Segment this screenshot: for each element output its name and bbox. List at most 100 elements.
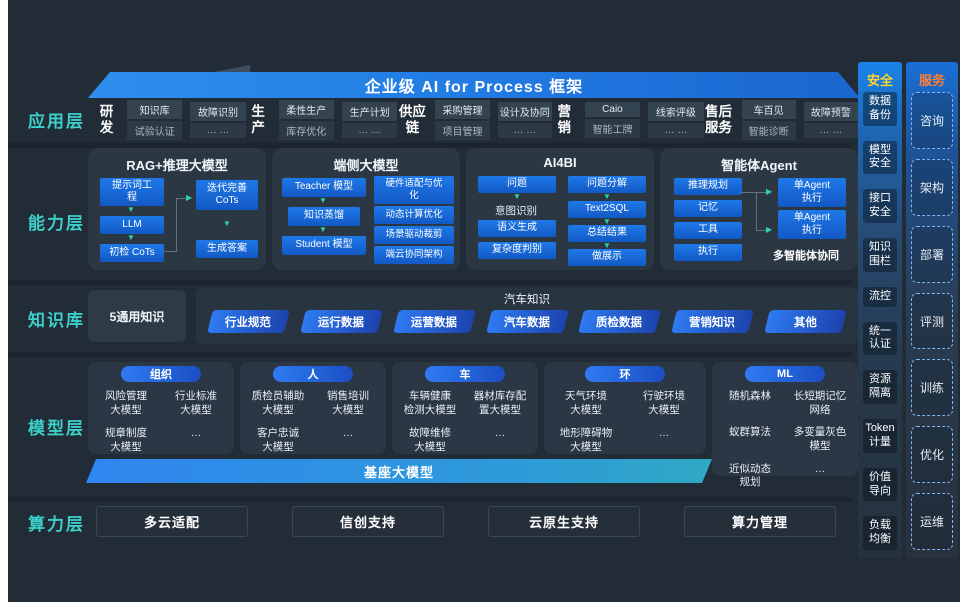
model-group-cells: 天气环境 大模型 行驶环境 大模型 地形障碍物 大模型 …	[548, 390, 702, 455]
model-group-pill: 组织	[121, 366, 201, 382]
layer-label-model: 模型层	[28, 419, 85, 438]
arrow-down-icon: ▼	[319, 225, 327, 234]
connector-line	[756, 230, 768, 231]
knowledge-chip-label: 汽车数据	[504, 316, 550, 329]
node-student-model: Student 模型	[282, 236, 366, 255]
automotive-knowledge-title: 汽车知识	[504, 294, 550, 306]
agent-box-title: 智能体Agent	[721, 158, 797, 173]
connector-line	[176, 198, 188, 199]
app-chip-top: 线索评级	[648, 102, 704, 121]
model-group-pill: 车	[425, 366, 505, 382]
compute-item-management: 算力管理	[684, 506, 836, 537]
app-chip-bottom: 试验认证	[126, 121, 183, 140]
agent-box: 智能体Agent 推理规划 记忆 工具 执行 ▶ ▶ 单Agent 执行 单Ag…	[660, 148, 858, 270]
node-memory: 记忆	[674, 200, 742, 217]
model-cell: 器材库存配 置大模型	[473, 390, 527, 416]
app-chip: 线索评级 … …	[648, 102, 704, 138]
arrow-down-icon: ▼	[513, 192, 521, 201]
layer-label-capability: 能力层	[28, 214, 85, 233]
security-item: 统一 认证	[863, 321, 897, 356]
model-cell: 蚁群算法	[729, 426, 771, 439]
automotive-knowledge-panel: 汽车知识 行业规范 运行数据 运营数据 汽车数据 质检数据 营销知识 其他	[196, 288, 858, 344]
app-chip-bottom: … …	[190, 123, 246, 138]
node-knowledge-distillation: 知识蒸馏	[288, 207, 360, 226]
app-group-after-sales-label: 售后服务	[705, 103, 733, 135]
knowledge-chip: 其他	[764, 310, 847, 333]
node-question-decompose: 问题分解	[568, 176, 646, 193]
knowledge-chip: 汽车数据	[485, 310, 569, 333]
security-item: 数据 备份	[863, 92, 897, 126]
arrow-right-icon: ▶	[186, 193, 193, 202]
app-group-marketing-label: 营销	[557, 103, 572, 135]
arrow-right-icon: ▶	[766, 187, 773, 196]
arrow-down-icon: ▼	[127, 233, 135, 242]
model-cell: …	[342, 427, 354, 440]
app-chip-top: 设计及协同	[497, 102, 552, 121]
security-items: 数据 备份 模型 安全 接口 安全 知识 围栏 流控 统一 认证 资源 隔离 T…	[863, 92, 897, 550]
security-item: 负载 均衡	[863, 516, 897, 550]
multi-agent-note: 多智能体协同	[773, 250, 839, 262]
model-cell: …	[190, 427, 202, 440]
node-summarize-result: 总结结果	[568, 225, 646, 242]
service-item: 优化	[911, 426, 953, 484]
node-dynamic-compute: 动态计算优化	[374, 206, 454, 224]
node-reasoning-planning: 推理规划	[674, 178, 742, 195]
model-cell: 故障维修 大模型	[409, 427, 451, 453]
security-column: 安全 数据 备份 模型 安全 接口 安全 知识 围栏 流控 统一 认证 资源 隔…	[858, 62, 902, 558]
security-item: 价值 导向	[863, 467, 897, 502]
model-group-pill: 环	[585, 366, 665, 382]
service-column: 服务 咨询 架构 部署 评测 训练 优化 运维	[906, 62, 958, 558]
node-single-agent-exec-2: 单Agent 执行	[778, 210, 846, 239]
banner-fold-decoration	[208, 65, 250, 73]
app-chip-top: 车百见	[741, 100, 796, 119]
security-item: Token 计量	[863, 419, 897, 453]
app-chip-bottom: … …	[803, 123, 858, 138]
node-execute: 执行	[674, 244, 742, 261]
model-cell: 质检员辅助 大模型	[251, 390, 305, 416]
security-item: 资源 隔离	[863, 370, 897, 404]
connector-line	[164, 251, 176, 252]
compute-item-xinchuang: 信创支持	[292, 506, 444, 537]
model-cell: …	[658, 427, 670, 440]
node-question: 问题	[478, 176, 556, 193]
model-cell: 随机森林	[729, 390, 771, 402]
model-cell: 车辆健康 检测大模型	[403, 390, 457, 416]
title-banner: 企业级 AI for Process 框架	[88, 72, 860, 98]
node-prompt-engineering: 提示词工 程	[100, 178, 164, 206]
service-item: 评测	[911, 292, 953, 350]
arrow-down-icon: ▼	[223, 219, 231, 228]
app-chip-bottom: … …	[648, 123, 704, 138]
service-item: 运维	[911, 493, 953, 551]
connector-line	[740, 192, 768, 193]
rag-reasoning-box: RAG+推理大模型 提示词工 程 ▼ LLM ▼ 初检 CoTs ▶ 迭代完善 …	[88, 148, 266, 270]
edge-model-box: 端侧大模型 Teacher 模型 ▼ 知识蒸馏 ▼ Student 模型 硬件适…	[272, 148, 460, 270]
connector-line	[756, 192, 757, 230]
diagram-canvas: 企业级 AI for Process 框架 应用层 能力层 知识库 模型层 算力…	[8, 0, 960, 602]
app-chip: 柔性生产 库存优化	[278, 100, 334, 140]
model-group-vehicle: 车 车辆健康 检测大模型 器材库存配 置大模型 故障维修 大模型 …	[392, 362, 538, 454]
arrow-down-icon: ▼	[603, 217, 611, 226]
model-cell: 多变量灰色 模型	[793, 426, 847, 452]
model-cell: …	[494, 427, 506, 440]
node-display: 做展示	[568, 249, 646, 266]
model-cell: 规章制度 大模型	[105, 427, 147, 453]
ai4bi-box-title: AI4BI	[543, 155, 577, 170]
app-chip: 故障识别 … …	[190, 102, 246, 138]
node-initial-cots: 初检 CoTs	[100, 244, 164, 262]
layer-label-compute: 算力层	[28, 515, 85, 534]
general-knowledge-box: 5通用知识	[88, 290, 186, 342]
node-teacher-model: Teacher 模型	[282, 178, 366, 197]
app-chip: 知识库 试验认证	[126, 100, 183, 140]
app-chip-top: Caio	[584, 102, 641, 117]
edge-box-title: 端侧大模型	[333, 158, 399, 173]
layer-divider	[8, 352, 852, 357]
app-group-production: 生产 柔性生产 库存优化 生产计划 … …	[246, 100, 398, 140]
service-items: 咨询 架构 部署 评测 训练 优化 运维	[911, 92, 953, 551]
node-text2sql: Text2SQL	[568, 201, 646, 218]
app-group-after-sales: 售后服务 车百见 智能诊断 故障预警 … …	[704, 100, 858, 140]
compute-item-multicloud: 多云适配	[96, 506, 248, 537]
node-semantic-generation: 语义生成	[478, 220, 556, 237]
service-item: 架构	[911, 158, 953, 216]
knowledge-chip-label: 质检数据	[596, 316, 643, 329]
knowledge-chip: 营销知识	[671, 310, 755, 333]
